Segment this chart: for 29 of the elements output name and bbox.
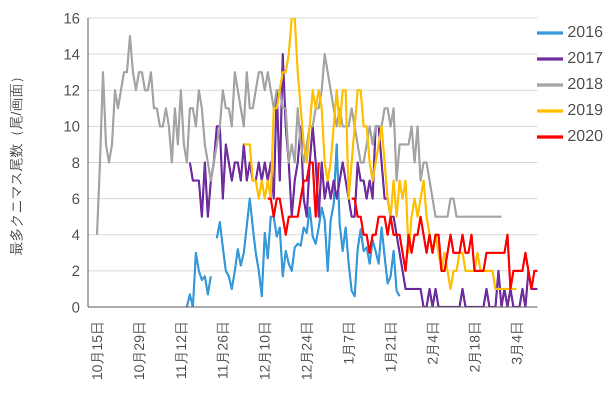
x-tick-label: 10月29日 <box>130 321 147 380</box>
x-tick-label: 3月4日 <box>508 321 524 365</box>
legend-label: 2016 <box>567 24 603 42</box>
line-series <box>242 18 518 290</box>
y-tick-label: 16 <box>63 10 80 28</box>
line-series <box>96 34 503 236</box>
y-tick-label: 12 <box>63 82 80 100</box>
legend-label: 2020 <box>567 128 603 146</box>
x-tick-label: 12月24日 <box>298 321 315 380</box>
x-tick-label: 11月26日 <box>214 321 231 380</box>
y-tick-label: 10 <box>63 118 80 136</box>
x-tick-label: 2月4日 <box>424 321 440 365</box>
y-tick-label: 8 <box>72 154 80 172</box>
x-tick-label: 2月18日 <box>466 321 482 372</box>
legend-label: 2017 <box>567 50 603 68</box>
y-tick-label: 0 <box>72 299 80 316</box>
x-tick-label: 12月10日 <box>256 321 273 380</box>
legend-label: 2018 <box>567 76 603 94</box>
x-tick-label: 1月7日 <box>340 321 357 365</box>
x-tick-label: 10月15日 <box>88 321 105 380</box>
line-series <box>188 53 539 307</box>
y-tick-label: 14 <box>63 46 80 64</box>
y-tick-label: 6 <box>72 190 80 208</box>
y-tick-label: 2 <box>72 263 80 280</box>
x-tick-label: 11月12日 <box>172 321 189 380</box>
y-tick-label: 4 <box>72 227 80 244</box>
y-axis-title: 最多クニマス尾数（尾/画面） <box>8 70 24 256</box>
legend-label: 2019 <box>567 102 603 120</box>
x-tick-label: 1月21日 <box>382 321 399 372</box>
